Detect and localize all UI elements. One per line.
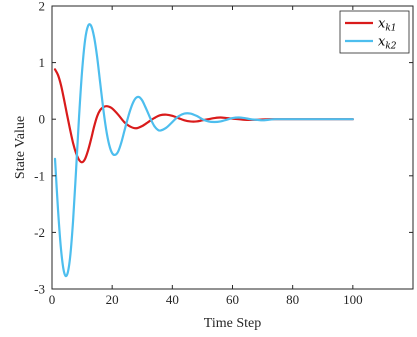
legend-label-subscript: k2 bbox=[385, 42, 396, 52]
legend-label-k1: xk1 bbox=[378, 17, 397, 34]
y-tick-label: -3 bbox=[34, 282, 45, 297]
legend-label-main: x bbox=[378, 35, 386, 50]
series-line-k1 bbox=[53, 68, 354, 164]
y-tick-label: 0 bbox=[39, 112, 46, 127]
x-tick-label: 60 bbox=[226, 292, 239, 307]
x-tick-label: 0 bbox=[49, 292, 56, 307]
x-tick-label: 20 bbox=[106, 292, 119, 307]
y-tick-label: 2 bbox=[39, 0, 46, 14]
y-tick-label: 1 bbox=[39, 55, 46, 70]
y-tick-label: -2 bbox=[34, 225, 45, 240]
legend-box bbox=[339, 10, 410, 54]
x-tick-label: 40 bbox=[166, 292, 179, 307]
series-layer bbox=[53, 23, 354, 278]
legend-label-subscript: k1 bbox=[385, 24, 396, 34]
y-tick-label: -1 bbox=[34, 168, 45, 183]
ticks-layer: 0 20 40 60 80 100 -3 -2 -1 0 1 2 bbox=[34, 0, 413, 307]
y-axis-title: State Value bbox=[13, 116, 28, 179]
x-tick-label: 100 bbox=[343, 292, 363, 307]
series-line-k2 bbox=[53, 23, 354, 278]
x-axis-title: Time Step bbox=[204, 316, 261, 331]
legend-label-main: x bbox=[378, 17, 386, 32]
legend-label-k2: xk2 bbox=[378, 35, 397, 52]
x-tick-label: 80 bbox=[286, 292, 299, 307]
